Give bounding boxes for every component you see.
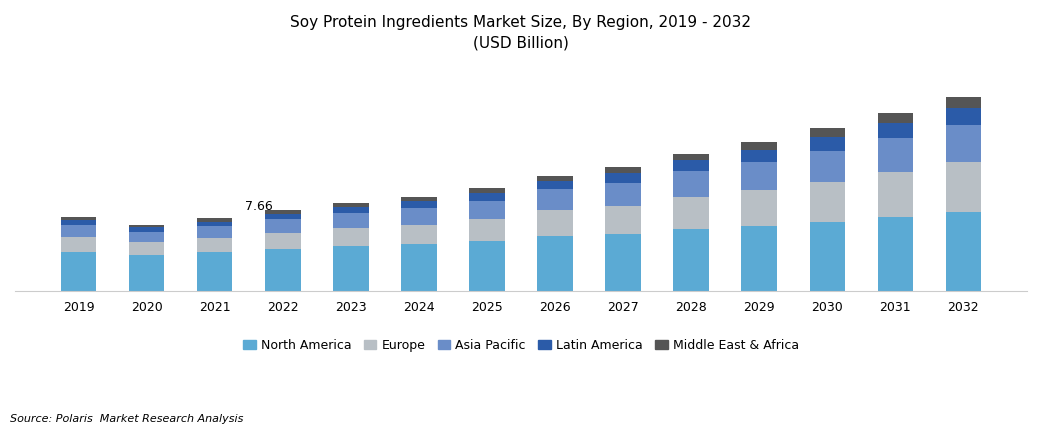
Bar: [946, 212, 981, 291]
Bar: [538, 190, 573, 210]
Bar: [401, 201, 437, 208]
Bar: [673, 154, 709, 161]
Bar: [129, 231, 165, 242]
Bar: [401, 244, 437, 291]
Bar: [265, 210, 300, 214]
Bar: [810, 222, 845, 291]
Bar: [742, 150, 777, 162]
Bar: [605, 183, 641, 206]
Bar: [129, 242, 165, 255]
Bar: [877, 113, 913, 123]
Bar: [538, 210, 573, 236]
Bar: [61, 217, 96, 220]
Bar: [333, 213, 369, 228]
Bar: [538, 236, 573, 291]
Bar: [877, 123, 913, 138]
Bar: [129, 255, 165, 291]
Bar: [61, 220, 96, 225]
Bar: [401, 225, 437, 244]
Bar: [333, 207, 369, 213]
Bar: [946, 97, 981, 108]
Bar: [946, 162, 981, 212]
Bar: [197, 238, 232, 252]
Bar: [265, 249, 300, 291]
Text: 7.66: 7.66: [246, 200, 273, 213]
Bar: [742, 162, 777, 190]
Bar: [673, 229, 709, 291]
Bar: [538, 181, 573, 190]
Bar: [401, 208, 437, 225]
Bar: [673, 171, 709, 196]
Legend: North America, Europe, Asia Pacific, Latin America, Middle East & Africa: North America, Europe, Asia Pacific, Lat…: [239, 334, 803, 357]
Bar: [605, 206, 641, 234]
Bar: [265, 214, 300, 219]
Bar: [197, 252, 232, 291]
Bar: [333, 204, 369, 207]
Bar: [469, 188, 504, 193]
Bar: [877, 217, 913, 291]
Bar: [605, 173, 641, 183]
Bar: [469, 193, 504, 201]
Title: Soy Protein Ingredients Market Size, By Region, 2019 - 2032
(USD Billion): Soy Protein Ingredients Market Size, By …: [291, 15, 751, 51]
Bar: [673, 196, 709, 229]
Bar: [469, 201, 504, 219]
Bar: [61, 252, 96, 291]
Bar: [810, 137, 845, 151]
Bar: [946, 125, 981, 162]
Bar: [877, 172, 913, 217]
Bar: [877, 138, 913, 172]
Bar: [197, 222, 232, 226]
Bar: [129, 227, 165, 231]
Bar: [197, 226, 232, 238]
Bar: [265, 219, 300, 233]
Bar: [333, 228, 369, 247]
Bar: [469, 219, 504, 241]
Bar: [742, 142, 777, 150]
Bar: [742, 190, 777, 226]
Bar: [810, 181, 845, 222]
Bar: [605, 234, 641, 291]
Bar: [129, 225, 165, 227]
Bar: [197, 219, 232, 222]
Bar: [61, 237, 96, 252]
Bar: [673, 161, 709, 171]
Bar: [810, 129, 845, 137]
Bar: [810, 151, 845, 181]
Bar: [605, 167, 641, 173]
Bar: [469, 241, 504, 291]
Bar: [742, 226, 777, 291]
Bar: [61, 225, 96, 237]
Text: Source: Polaris  Market Research Analysis: Source: Polaris Market Research Analysis: [10, 414, 244, 424]
Bar: [946, 108, 981, 125]
Bar: [333, 247, 369, 291]
Bar: [265, 233, 300, 249]
Bar: [401, 197, 437, 201]
Bar: [538, 176, 573, 181]
